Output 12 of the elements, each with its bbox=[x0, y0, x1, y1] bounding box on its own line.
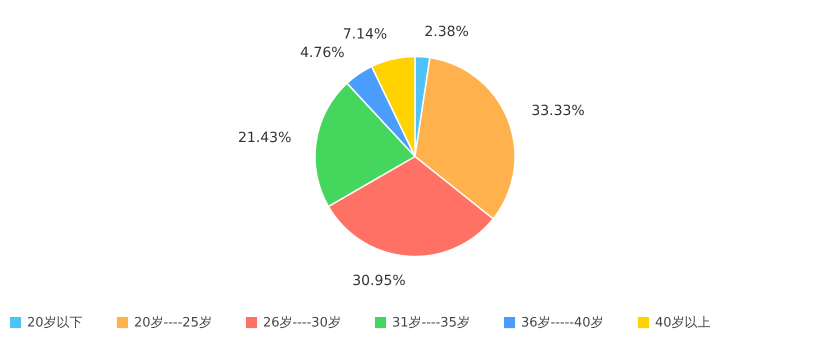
data-label: 30.95% bbox=[352, 273, 406, 290]
data-label: 2.38% bbox=[424, 24, 469, 40]
data-label: 33.33% bbox=[531, 102, 585, 119]
legend-label: 20岁以下 bbox=[27, 316, 83, 331]
legend-label: 20岁----25岁 bbox=[134, 316, 212, 331]
legend-label: 36岁-----40岁 bbox=[521, 316, 604, 331]
legend-label: 31岁----35岁 bbox=[392, 316, 470, 331]
data-label: 7.14% bbox=[342, 26, 388, 43]
data-label: 4.76% bbox=[300, 45, 345, 62]
legend-label: 40岁以上 bbox=[655, 316, 711, 331]
data-label: 21.43% bbox=[238, 130, 292, 146]
legend-label: 26岁----30岁 bbox=[263, 316, 341, 331]
